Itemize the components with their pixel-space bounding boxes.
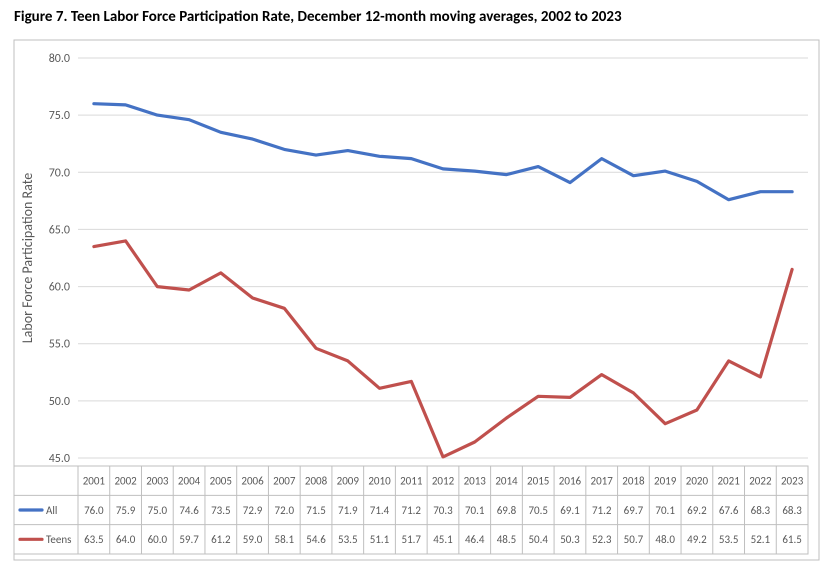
table-cell: 52.3 <box>592 533 612 546</box>
y-tick-label: 50.0 <box>49 395 70 409</box>
y-tick-label: 65.0 <box>49 223 70 237</box>
table-cell: 70.1 <box>465 504 485 517</box>
y-tick-label: 80.0 <box>49 52 70 66</box>
table-cell: 53.5 <box>338 533 358 546</box>
table-cell: 61.5 <box>782 533 802 546</box>
table-cell: 71.2 <box>592 504 612 517</box>
table-cell: 50.3 <box>560 533 580 546</box>
table-cell: 46.4 <box>465 533 485 546</box>
table-cell: 60.0 <box>148 533 168 546</box>
table-cell: 45.1 <box>433 533 453 546</box>
table-header-cell: 2012 <box>432 475 455 488</box>
y-tick-label: 70.0 <box>49 166 70 180</box>
table-header-cell: 2015 <box>527 475 549 488</box>
y-tick-label: 75.0 <box>49 109 70 123</box>
table-header-cell: 2013 <box>464 475 487 488</box>
table-header-cell: 2019 <box>654 475 677 488</box>
table-cell: 49.2 <box>687 533 707 546</box>
table-cell: 59.7 <box>179 533 199 546</box>
table-header-cell: 2001 <box>83 475 106 488</box>
y-axis-label: Labor Force Participation Rate <box>19 173 36 344</box>
table-cell: 69.8 <box>497 504 517 517</box>
table-cell: 63.5 <box>84 533 104 546</box>
table-cell: 64.0 <box>116 533 136 546</box>
table-header-cell: 2018 <box>622 475 645 488</box>
table-cell: 71.9 <box>338 504 358 517</box>
figure-container: Figure 7. Teen Labor Force Participation… <box>0 0 830 566</box>
table-cell: 48.5 <box>497 533 517 546</box>
table-cell: 75.9 <box>116 504 136 517</box>
y-tick-label: 60.0 <box>49 281 70 295</box>
table-header-cell: 2020 <box>686 475 709 488</box>
legend-label: Teens <box>46 533 71 546</box>
table-cell: 70.3 <box>433 504 453 517</box>
table-header-cell: 2009 <box>337 475 360 488</box>
y-tick-label: 45.0 <box>49 452 70 466</box>
table-cell: 75.0 <box>148 504 168 517</box>
table-cell: 67.6 <box>719 504 739 517</box>
table-cell: 73.5 <box>211 504 231 517</box>
table-cell: 68.3 <box>782 504 802 517</box>
table-header-cell: 2003 <box>146 475 169 488</box>
table-header-cell: 2021 <box>717 475 740 488</box>
table-cell: 58.1 <box>275 533 295 546</box>
table-cell: 72.9 <box>243 504 263 517</box>
table-header-cell: 2016 <box>559 475 582 488</box>
y-tick-label: 55.0 <box>49 338 70 352</box>
table-cell: 54.6 <box>306 533 326 546</box>
table-cell: 53.5 <box>719 533 739 546</box>
table-cell: 61.2 <box>211 533 231 546</box>
figure-title: Figure 7. Teen Labor Force Participation… <box>14 8 622 26</box>
table-header-cell: 2011 <box>400 475 423 488</box>
table-cell: 51.1 <box>370 533 390 546</box>
table-cell: 68.3 <box>751 504 771 517</box>
table-header-cell: 2002 <box>114 475 137 488</box>
table-header-cell: 2004 <box>178 475 201 488</box>
table-header-cell: 2010 <box>368 475 391 488</box>
table-cell: 76.0 <box>84 504 104 517</box>
table-cell: 70.1 <box>655 504 675 517</box>
table-cell: 48.0 <box>655 533 675 546</box>
table-header-cell: 2006 <box>241 475 264 488</box>
table-cell: 71.5 <box>306 504 326 517</box>
table-header-cell: 2014 <box>495 475 518 488</box>
table-header-cell: 2005 <box>210 475 232 488</box>
chart-svg: 45.0 50.0 55.0 60.0 65.0 70.0 75.0 80.0 Labor Fo… <box>0 0 830 566</box>
table-header-cell: 2023 <box>781 475 804 488</box>
table-header-cell: 2008 <box>305 475 328 488</box>
table-header-cell: 2007 <box>273 475 296 488</box>
table-cell: 50.7 <box>624 533 644 546</box>
table-header-cell: 2022 <box>749 475 772 488</box>
table-header-cell: 2017 <box>591 475 614 488</box>
table-cell: 69.1 <box>560 504 580 517</box>
table-cell: 50.4 <box>528 533 548 546</box>
table-cell: 72.0 <box>275 504 295 517</box>
table-cell: 52.1 <box>751 533 771 546</box>
legend-label: All <box>46 504 57 517</box>
table-cell: 71.4 <box>370 504 390 517</box>
table-cell: 71.2 <box>402 504 422 517</box>
table-cell: 69.7 <box>624 504 644 517</box>
table-cell: 70.5 <box>528 504 548 517</box>
table-cell: 74.6 <box>179 504 199 517</box>
table-cell: 51.7 <box>402 533 422 546</box>
table-cell: 69.2 <box>687 504 707 517</box>
table-cell: 59.0 <box>243 533 263 546</box>
